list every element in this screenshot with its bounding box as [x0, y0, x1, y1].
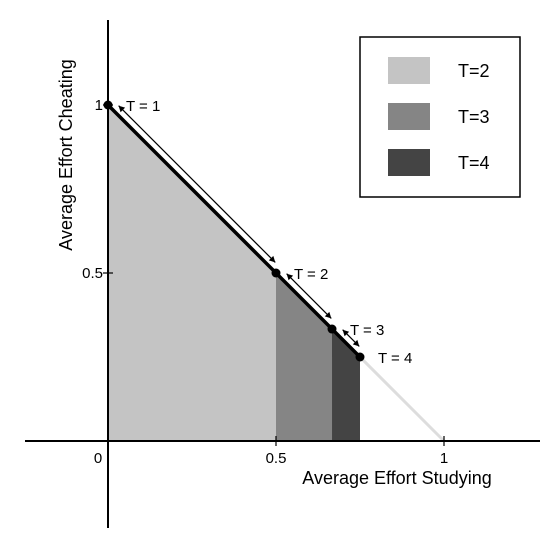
- step-arrow: [118, 105, 276, 263]
- x-axis-title: Average Effort Studying: [302, 468, 491, 488]
- legend-label: T=3: [458, 107, 490, 127]
- arrow-head: [286, 273, 294, 281]
- arrow-head: [352, 339, 360, 347]
- y-axis-title: Average Effort Cheating: [56, 59, 76, 250]
- region-t-4: [332, 329, 360, 441]
- x-tick-label: 0.5: [266, 450, 287, 467]
- x-tick-label: 1: [440, 450, 448, 467]
- data-points: T = 1 T = 2 T = 3 T = 4: [103, 98, 412, 367]
- x-tick-label: 0: [94, 450, 102, 467]
- data-point: [327, 324, 337, 334]
- legend: T=2 T=3 T=4: [359, 36, 521, 198]
- point-label: T = 1: [126, 98, 160, 115]
- region-t-2: [108, 105, 276, 441]
- arrow-head: [342, 329, 350, 337]
- point-label: T = 2: [294, 266, 328, 283]
- arrow-head: [268, 255, 276, 263]
- arrow-head: [118, 105, 126, 113]
- axis-ticks: 0 0.5 1 0.5 1: [82, 97, 448, 467]
- legend-swatch: [388, 103, 430, 130]
- legend-swatch: [388, 149, 430, 176]
- shaded-regions: [108, 105, 360, 441]
- legend-label: T=2: [458, 61, 490, 81]
- data-point: [103, 100, 113, 110]
- legend-swatch: [388, 57, 430, 84]
- arrow-head: [324, 311, 332, 319]
- data-point: [271, 268, 281, 278]
- y-tick-label: 1: [95, 97, 103, 114]
- region-t-3: [276, 273, 333, 441]
- point-label: T = 3: [350, 322, 384, 339]
- point-label: T = 4: [378, 350, 412, 367]
- data-point: [355, 352, 365, 362]
- legend-label: T=4: [458, 153, 490, 173]
- step-arrows: [118, 105, 360, 347]
- legend-box: [359, 36, 521, 198]
- path-line: [106, 103, 362, 359]
- y-tick-label: 0.5: [82, 265, 103, 282]
- step-arrow: [286, 273, 332, 319]
